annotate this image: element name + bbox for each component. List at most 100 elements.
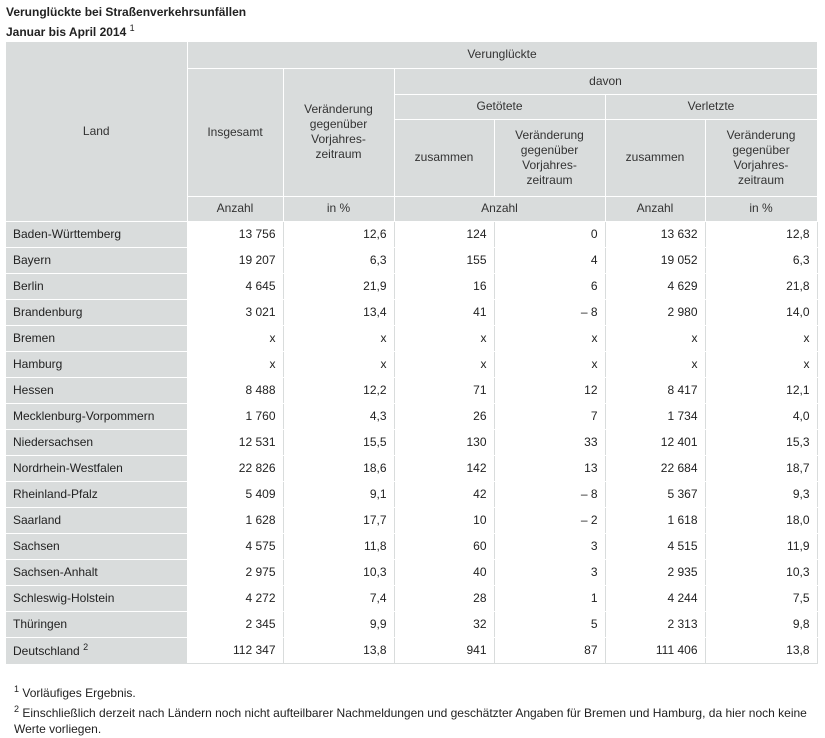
cell-veraenderung: 17,7 [283,507,395,534]
cell-getoetete: 16 [394,273,495,300]
cell-land: Thüringen [6,611,188,638]
cell-getoetete: 142 [394,455,495,482]
cell-getoetete-veraenderung: 0 [494,221,606,248]
cell-veraenderung: x [283,325,395,352]
unit-insgesamt: Anzahl [187,196,284,222]
title-line-2: Januar bis April 2014 1 [6,23,135,39]
cell-land: Deutschland 2 [6,637,188,664]
cell-getoetete-veraenderung: 3 [494,533,606,560]
cell-land: Bayern [6,247,188,274]
unit-verletzte-veraenderung: in % [705,196,818,222]
cell-getoetete-veraenderung: x [494,325,606,352]
cell-verletzte-veraenderung: 7,5 [705,585,818,612]
cell-insgesamt: 3 021 [187,299,284,326]
header-insgesamt: Insgesamt [187,68,284,197]
title-footnote-ref: 1 [129,23,135,33]
cell-getoetete: 41 [394,299,495,326]
cell-verletzte: x [605,351,706,378]
cell-insgesamt: 2 345 [187,611,284,638]
cell-getoetete: 155 [394,247,495,274]
table-row: Mecklenburg-Vorpommern 1 760 4,3 26 7 1 734 4,… [6,403,818,430]
cell-getoetete: 26 [394,403,495,430]
table-title: Verunglückte bei Straßenverkehrsunfällen… [6,4,246,40]
cell-getoetete: x [394,351,495,378]
cell-getoetete-veraenderung: 33 [494,429,606,456]
table-row: Hamburg x x x x x x [6,351,818,378]
cell-land: Berlin [6,273,188,300]
cell-insgesamt: x [187,351,284,378]
table-row: Schleswig-Holstein 4 272 7,4 28 1 4 244 7,5 [6,585,818,612]
cell-verletzte-veraenderung: 15,3 [705,429,818,456]
cell-getoetete: 42 [394,481,495,508]
table-row: Sachsen 4 575 11,8 60 3 4 515 11,9 [6,533,818,560]
cell-getoetete-veraenderung: – 8 [494,299,606,326]
cell-insgesamt: 112 347 [187,637,284,664]
table-row: Deutschland 2 112 347 13,8 941 87 111 406 13,8 [6,637,818,664]
cell-land: Hessen [6,377,188,404]
cell-verletzte-veraenderung: 10,3 [705,559,818,586]
cell-veraenderung: 12,6 [283,221,395,248]
cell-veraenderung: 9,1 [283,481,395,508]
cell-insgesamt: 13 756 [187,221,284,248]
cell-verletzte-veraenderung: 12,8 [705,221,818,248]
table-row: Bayern 19 207 6,3 155 4 19 052 6,3 [6,247,818,274]
cell-land: Hamburg [6,351,188,378]
cell-getoetete: 28 [394,585,495,612]
cell-insgesamt: 4 575 [187,533,284,560]
cell-getoetete-veraenderung: 87 [494,637,606,664]
cell-getoetete-veraenderung: – 2 [494,507,606,534]
footnote-1: 1 Vorläufiges Ergebnis. [14,684,136,700]
cell-land: Brandenburg [6,299,188,326]
cell-veraenderung: 21,9 [283,273,395,300]
cell-getoetete-veraenderung: – 8 [494,481,606,508]
cell-verletzte-veraenderung: x [705,351,818,378]
cell-verletzte: 8 417 [605,377,706,404]
table-row: Berlin 4 645 21,9 16 6 4 629 21,8 [6,273,818,300]
cell-getoetete: 40 [394,559,495,586]
cell-getoetete-veraenderung: 12 [494,377,606,404]
header-getoetete: Getötete [394,94,606,120]
cell-verletzte: 12 401 [605,429,706,456]
cell-land: Mecklenburg-Vorpommern [6,403,188,430]
header-land: Land [6,42,188,222]
cell-verletzte-veraenderung: 4,0 [705,403,818,430]
cell-getoetete: 71 [394,377,495,404]
cell-veraenderung: 9,9 [283,611,395,638]
cell-insgesamt: 8 488 [187,377,284,404]
cell-verletzte-veraenderung: 11,9 [705,533,818,560]
cell-getoetete: 124 [394,221,495,248]
cell-getoetete: 60 [394,533,495,560]
cell-verletzte-veraenderung: x [705,325,818,352]
header-getoetete-veraenderung: Veränderung gegenüber Vorjahres-zeitraum [494,119,606,197]
table-row: Hessen 8 488 12,2 71 12 8 417 12,1 [6,377,818,404]
cell-getoetete: 941 [394,637,495,664]
cell-verletzte: 2 980 [605,299,706,326]
cell-verletzte-veraenderung: 9,8 [705,611,818,638]
cell-verletzte: 4 244 [605,585,706,612]
cell-insgesamt: 4 272 [187,585,284,612]
table-row: Baden-Württemberg 13 756 12,6 124 0 13 632 12,… [6,221,818,248]
unit-getoetete: Anzahl [394,196,606,222]
cell-land: Nordrhein-Westfalen [6,455,188,482]
cell-getoetete-veraenderung: 4 [494,247,606,274]
cell-verletzte-veraenderung: 21,8 [705,273,818,300]
cell-verletzte-veraenderung: 18,0 [705,507,818,534]
cell-verletzte-veraenderung: 18,7 [705,455,818,482]
cell-verletzte: 13 632 [605,221,706,248]
table-row: Nordrhein-Westfalen 22 826 18,6 142 13 22 684… [6,455,818,482]
cell-verletzte-veraenderung: 12,1 [705,377,818,404]
cell-insgesamt: 5 409 [187,481,284,508]
header-getoetete-zusammen: zusammen [394,119,495,197]
cell-veraenderung: 13,4 [283,299,395,326]
cell-insgesamt: 4 645 [187,273,284,300]
table-body: Baden-Württemberg 13 756 12,6 124 0 13 632 12,… [6,221,818,664]
cell-land: Rheinland-Pfalz [6,481,188,508]
cell-verletzte: 2 935 [605,559,706,586]
cell-veraenderung: 12,2 [283,377,395,404]
cell-getoetete: 10 [394,507,495,534]
cell-insgesamt: 1 760 [187,403,284,430]
cell-verletzte-veraenderung: 9,3 [705,481,818,508]
cell-veraenderung: 13,8 [283,637,395,664]
